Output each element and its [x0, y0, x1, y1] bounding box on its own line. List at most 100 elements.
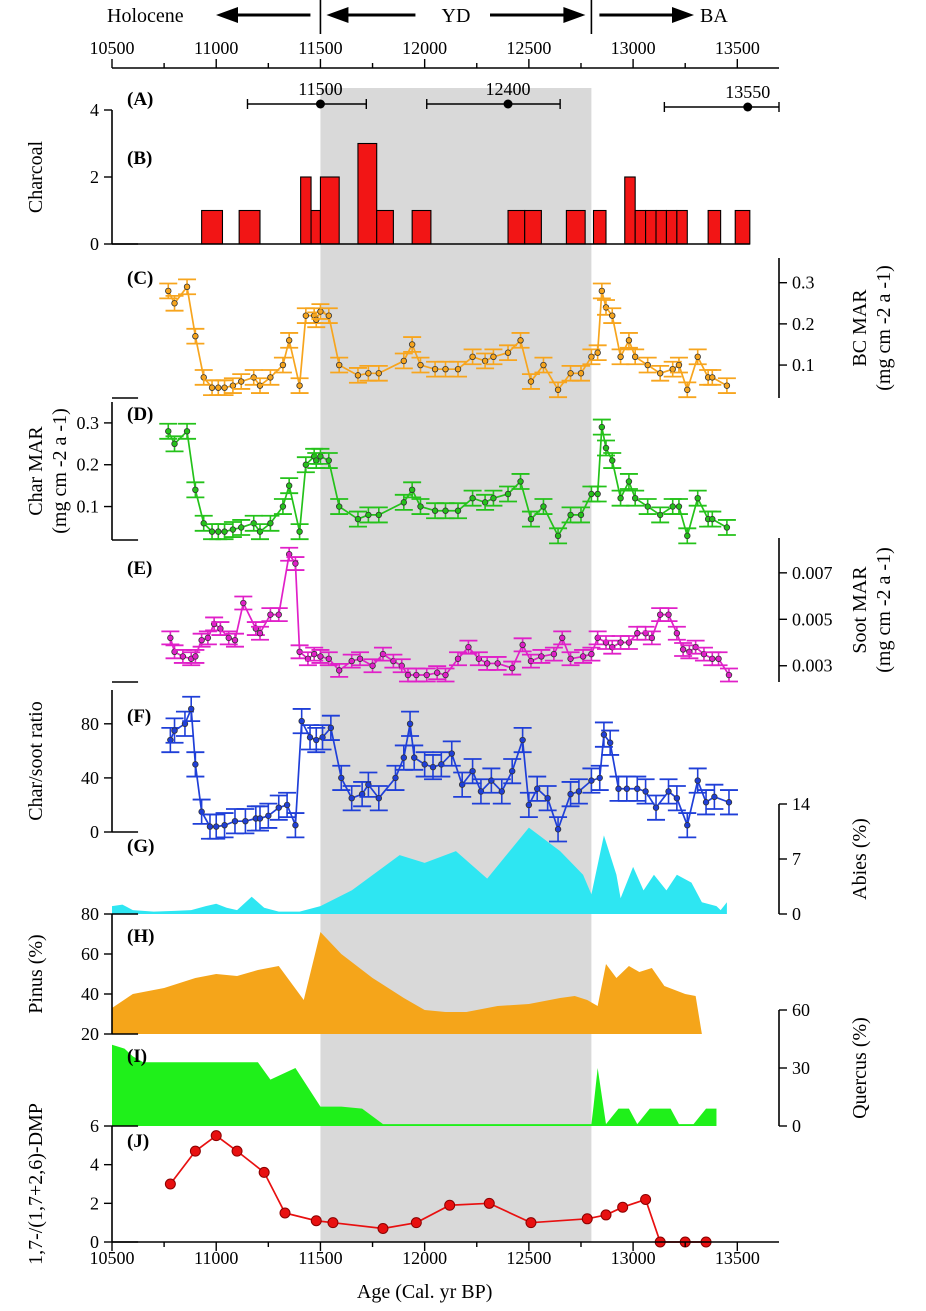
- F-data-point: [400, 754, 408, 761]
- panel-label-B: (B): [127, 148, 152, 169]
- C-data-point: [296, 382, 303, 389]
- C-data-point: [617, 353, 624, 361]
- E-data-point: [225, 634, 232, 642]
- C-data-point: [554, 386, 562, 393]
- date-label: 13550: [725, 82, 770, 102]
- E-data-point: [433, 669, 441, 676]
- C-data-point: [540, 361, 547, 369]
- G-area: [112, 827, 727, 914]
- C-data-point: [285, 337, 293, 344]
- E-data-point: [559, 634, 566, 642]
- C-data-point: [577, 370, 585, 377]
- F-data-point: [171, 727, 178, 734]
- F-data-point: [242, 817, 249, 825]
- D-data-point: [285, 482, 293, 489]
- F-data-point: [575, 788, 583, 795]
- D-data-point: [192, 486, 199, 494]
- E-data-point: [656, 611, 664, 618]
- E-y-tick-label: 0.003: [792, 656, 833, 676]
- D-data-point: [631, 494, 639, 502]
- charcoal-bar: [300, 176, 312, 245]
- D-data-point: [625, 478, 633, 485]
- charcoal-bar: [565, 209, 586, 245]
- C-data-point: [354, 372, 362, 379]
- F-data-point: [292, 822, 299, 829]
- F-data-point: [188, 705, 195, 713]
- E-data-point: [317, 653, 324, 660]
- charcoal-bar: [676, 209, 688, 245]
- E-data-point: [465, 643, 472, 651]
- charcoal-bar: [201, 209, 224, 245]
- charcoal-bar: [665, 209, 678, 245]
- C-data-point: [171, 300, 178, 307]
- G-y-axis-title: Abies (%): [849, 818, 871, 900]
- F-data-point: [642, 788, 649, 795]
- F-data-point: [448, 750, 455, 757]
- J-y-axis-title: 1,7-/(1,7+2,6)-DMP: [25, 1103, 47, 1265]
- E-data-point: [725, 671, 733, 679]
- J-data-point: [231, 1145, 243, 1157]
- C-data-point: [527, 378, 535, 385]
- C-data-point: [200, 374, 207, 381]
- D-y-tick-label: 0.2: [77, 455, 100, 475]
- E-data-point: [423, 671, 430, 679]
- C-data-point: [192, 333, 199, 340]
- F-data-point: [702, 799, 710, 806]
- F-data-point: [438, 761, 445, 768]
- E-data-point: [204, 634, 212, 642]
- E-data-point: [325, 655, 332, 662]
- E-data-point: [634, 630, 641, 637]
- F-data-point: [411, 754, 418, 761]
- F-data-point: [596, 774, 603, 782]
- D-data-point: [504, 490, 512, 498]
- C-y-tick-label: 0.1: [792, 355, 815, 375]
- F-data-point: [509, 767, 516, 775]
- charcoal-bar: [592, 209, 607, 245]
- C-data-point: [221, 384, 228, 391]
- C-data-point: [183, 283, 191, 291]
- J-data-point: [258, 1166, 270, 1178]
- D-data-point: [540, 503, 547, 510]
- D-data-point: [454, 507, 462, 514]
- bottom-x-tick-label: 12000: [402, 1248, 447, 1268]
- D-data-point: [325, 457, 332, 464]
- D-y-axis-title: Char MAR: [25, 426, 47, 516]
- D-data-point: [723, 524, 731, 531]
- D-data-point: [215, 528, 222, 535]
- B-y-tick-label: 4: [90, 100, 99, 120]
- C-data-point: [669, 365, 676, 373]
- I-y-tick-label: 30: [792, 1058, 810, 1078]
- panel-label-G: (G): [127, 836, 154, 857]
- E-data-point: [198, 636, 205, 644]
- C-data-point: [644, 361, 651, 369]
- H-y-tick-label: 80: [81, 904, 99, 924]
- E-data-point: [404, 671, 412, 679]
- E-data-point: [709, 655, 716, 662]
- C-data-point: [481, 357, 489, 365]
- panel-label-F: (F): [127, 706, 151, 727]
- holocene-arrow-head: [216, 7, 238, 23]
- C-data-point: [588, 353, 595, 361]
- charcoal-bar: [376, 209, 394, 245]
- J-data-point: [210, 1130, 222, 1142]
- D-data-point: [598, 423, 606, 431]
- D-data-point: [229, 526, 237, 533]
- F-data-point: [338, 774, 345, 782]
- E-data-point: [369, 662, 376, 669]
- E-data-point: [509, 664, 516, 672]
- E-y-tick-label: 0.007: [792, 563, 833, 583]
- D-y-tick-label: 0.1: [77, 497, 100, 517]
- F-data-point: [192, 761, 199, 768]
- D-data-point: [442, 507, 449, 514]
- F-data-point: [498, 788, 505, 795]
- D-data-point: [469, 494, 476, 502]
- J-data-point: [310, 1215, 322, 1227]
- charcoal-bar: [524, 209, 542, 245]
- E-y-axis-title: Soot MAR: [849, 566, 871, 654]
- charcoal-bar: [357, 142, 378, 245]
- J-data-point: [600, 1209, 612, 1221]
- F-data-point: [213, 823, 220, 830]
- E-data-point: [494, 660, 501, 667]
- D-data-point: [669, 503, 676, 510]
- period-label-ba: BA: [700, 5, 728, 27]
